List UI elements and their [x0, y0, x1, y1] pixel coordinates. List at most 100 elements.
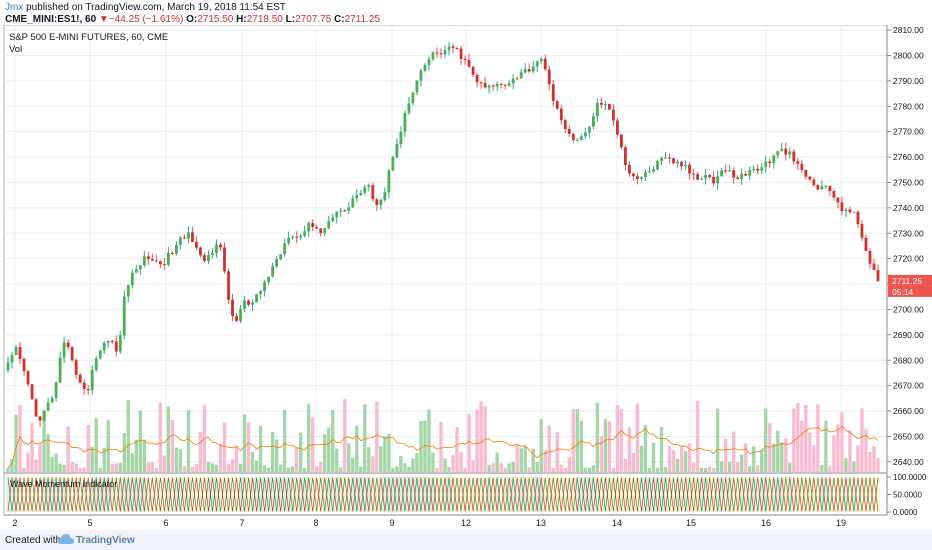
volume-bar — [262, 465, 267, 472]
volume-bar — [836, 424, 840, 472]
wave-zone — [334, 477, 340, 512]
wave-zone — [94, 477, 99, 512]
candle-body — [620, 134, 623, 148]
volume-bar — [603, 418, 608, 472]
volume-bar — [431, 452, 435, 472]
candle-body — [644, 172, 647, 178]
volume-bar — [154, 467, 159, 472]
wave-zone — [426, 477, 432, 512]
candle-body — [435, 52, 439, 54]
volume-bar — [615, 405, 620, 472]
candle-body — [122, 296, 126, 336]
candle-body — [844, 209, 848, 212]
volume-bar — [134, 439, 138, 472]
candle-body — [527, 69, 531, 72]
volume-bar — [22, 467, 26, 472]
wave-zone — [615, 477, 620, 512]
volume-bar — [764, 408, 768, 472]
volume-bar — [571, 409, 575, 472]
y-tick-label: 2750.00 — [893, 177, 924, 187]
candle-body — [808, 176, 812, 180]
volume-bar — [395, 466, 399, 472]
candle-body — [307, 222, 311, 232]
wave-zone — [234, 477, 240, 512]
wave-zone — [787, 477, 793, 512]
wave-zone — [110, 477, 115, 512]
volume-bar — [679, 446, 684, 472]
volume-bar — [619, 408, 624, 472]
candle-body — [14, 347, 18, 356]
wave-zone — [527, 477, 532, 512]
candle-body — [700, 178, 703, 180]
candle-body — [355, 194, 359, 199]
wave-zone — [819, 477, 825, 512]
volume-bar — [355, 425, 359, 472]
volume-bar — [487, 464, 491, 472]
candle-body — [423, 65, 427, 71]
volume-bar — [50, 456, 54, 472]
tradingview-link[interactable]: TradingView — [76, 535, 135, 546]
tradingview-cloud-icon[interactable] — [58, 534, 74, 548]
wave-zone — [114, 477, 119, 512]
volume-bar — [772, 443, 776, 472]
volume-bar — [812, 445, 816, 472]
change-value: −44.25 (−1.61%) — [108, 14, 184, 25]
wave-zone — [190, 477, 195, 512]
wave-zone — [106, 477, 111, 512]
volume-bar — [840, 412, 844, 472]
wave-zone — [711, 477, 717, 512]
wave-zone — [282, 477, 288, 512]
price-chart[interactable]: 2640.002650.002660.002670.002680.002690.… — [0, 25, 932, 530]
author-link[interactable]: Jmx — [5, 2, 24, 13]
volume-bar — [323, 433, 327, 472]
candle-body — [748, 170, 752, 176]
volume-bar — [206, 461, 211, 472]
wave-zone — [358, 477, 364, 512]
volume-bar — [651, 442, 656, 472]
wave-zone — [210, 477, 215, 512]
candle-body — [676, 161, 679, 164]
candle-body — [704, 174, 708, 179]
candle-body — [559, 108, 563, 121]
candle-body — [503, 84, 507, 86]
volume-bar — [166, 406, 171, 472]
wave-zone — [547, 477, 552, 512]
y-tick-label: 2700.00 — [893, 304, 924, 314]
wave-zone — [394, 477, 400, 512]
candle-body — [215, 244, 218, 254]
wave-zone — [671, 477, 677, 512]
wave-zone — [46, 477, 51, 512]
wave-zone — [683, 477, 689, 512]
wave-zone — [719, 477, 725, 512]
candle-body — [199, 247, 202, 256]
wave-zone — [699, 477, 705, 512]
wave-zone — [126, 477, 131, 512]
high-label: H: — [236, 14, 247, 25]
wave-zone — [262, 477, 268, 512]
wave-zone — [10, 477, 15, 512]
volume-bar — [162, 455, 167, 472]
wave-zone — [599, 477, 604, 512]
candle-body — [764, 161, 768, 168]
wave-zone — [783, 477, 789, 512]
wave-zone — [467, 477, 472, 512]
candle-body — [331, 217, 335, 221]
wave-zone — [667, 477, 673, 512]
wave-zone — [587, 477, 592, 512]
candle-body — [203, 255, 206, 261]
volume-bar — [339, 467, 343, 472]
candles — [6, 41, 880, 427]
candle-body — [146, 256, 150, 259]
wave-zone — [543, 477, 548, 512]
wave-zone — [162, 477, 167, 512]
wave-zone — [182, 477, 187, 512]
wave-zone — [42, 477, 47, 512]
volume-bar — [150, 462, 155, 472]
candle-body — [335, 211, 339, 218]
publish-header: Jmx published on TradingView.com, March … — [5, 1, 286, 14]
volume-bar — [551, 467, 555, 472]
wave-zone — [138, 477, 143, 512]
wave-zone — [559, 477, 564, 512]
candle-body — [375, 199, 379, 206]
change-arrow-icon: ▼ — [98, 14, 109, 25]
